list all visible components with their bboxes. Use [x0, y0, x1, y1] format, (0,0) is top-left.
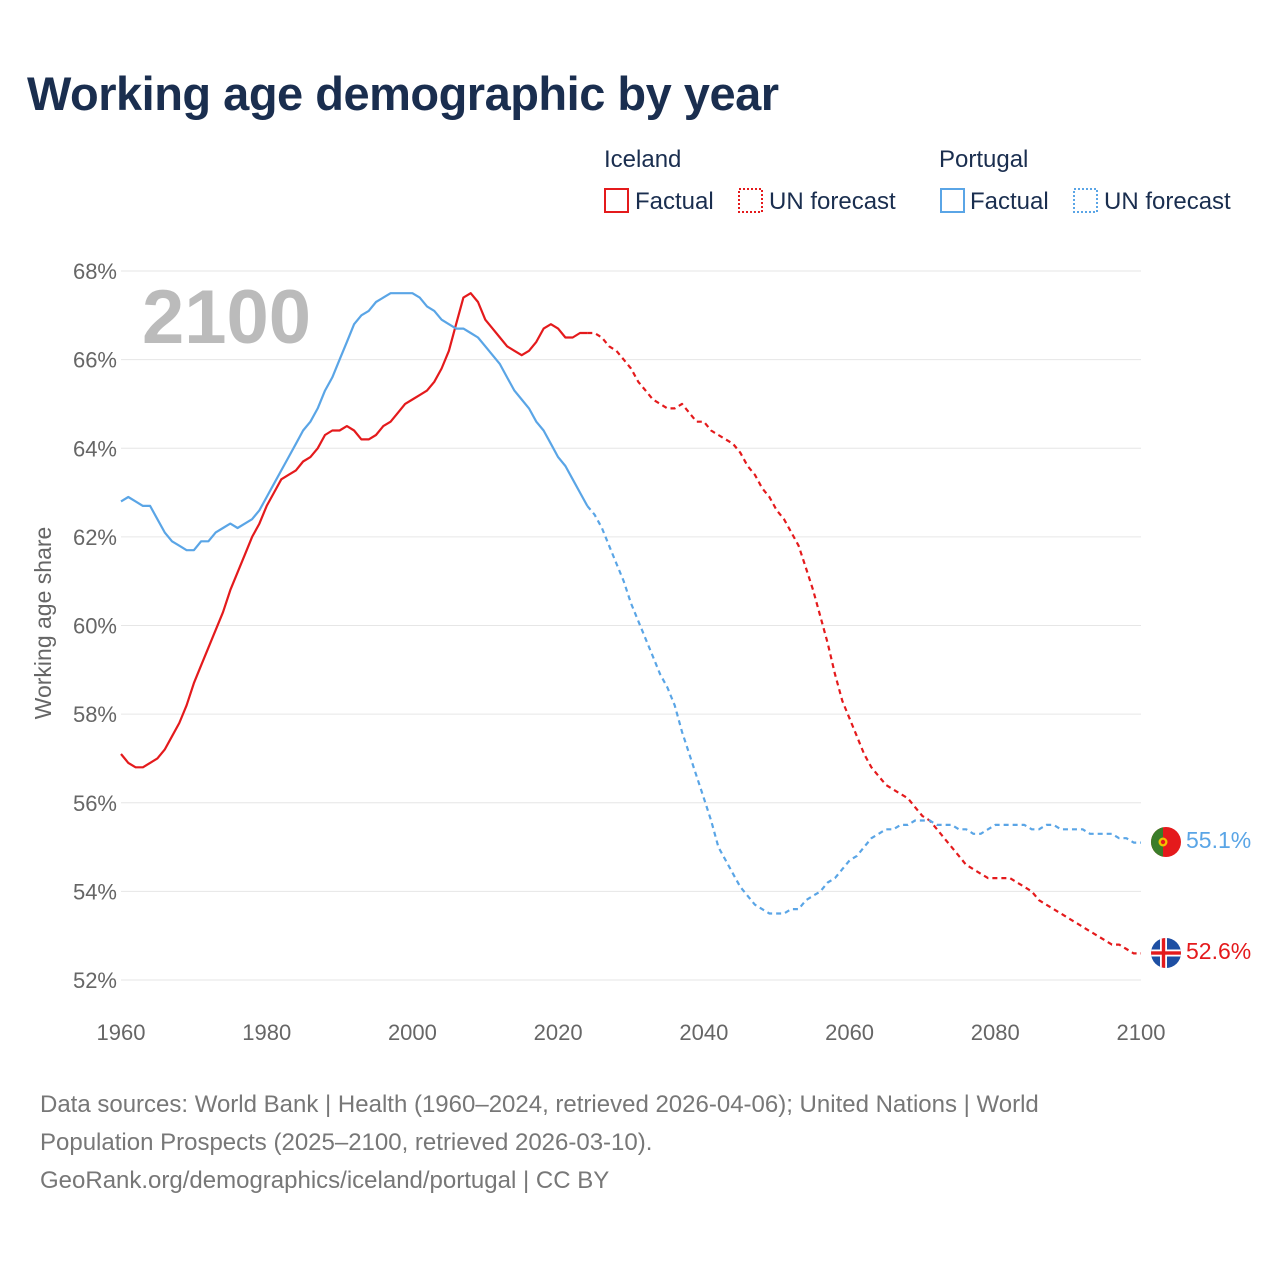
- legend-group-portugal: Portugal: [939, 146, 1028, 173]
- y-tick-label: 56%: [73, 791, 117, 816]
- legend-label-portugal-factual[interactable]: Factual: [970, 188, 1049, 215]
- legend: Iceland Factual UN forecast Portugal Fac…: [604, 146, 1231, 215]
- y-axis-label: Working age share: [30, 527, 56, 720]
- y-tick-label: 60%: [73, 614, 117, 639]
- x-tick-label: 2000: [388, 1020, 437, 1045]
- portugal-factual-line[interactable]: [120, 292, 589, 552]
- y-axis: 52% 54% 56% 58% 60% 62% 64% 66% 68%: [73, 259, 117, 993]
- x-axis: 1960 1980 2000 2020 2040 2060 2080 2100: [97, 1020, 1166, 1045]
- legend-label-iceland-factual[interactable]: Factual: [635, 188, 714, 215]
- y-tick-label: 52%: [73, 968, 117, 993]
- iceland-end-value: 52.6%: [1186, 938, 1251, 964]
- series-lines: [120, 292, 1141, 955]
- legend-label-iceland-forecast[interactable]: UN forecast: [769, 188, 896, 215]
- x-tick-label: 1980: [242, 1020, 291, 1045]
- legend-label-portugal-forecast[interactable]: UN forecast: [1104, 188, 1231, 215]
- source-line-2: Population Prospects (2025–2100, retriev…: [40, 1129, 653, 1156]
- y-tick-label: 68%: [73, 259, 117, 284]
- portugal-flag-icon: [1151, 827, 1181, 857]
- iceland-factual-line[interactable]: [120, 292, 588, 769]
- x-tick-label: 2040: [679, 1020, 728, 1045]
- page-title: Working age demographic by year: [27, 67, 779, 120]
- legend-swatch-iceland-factual[interactable]: [604, 188, 629, 213]
- x-tick-label: 1960: [97, 1020, 146, 1045]
- iceland-flag-icon: [1151, 938, 1181, 968]
- y-tick-label: 66%: [73, 348, 117, 373]
- y-tick-label: 58%: [73, 702, 117, 727]
- grid: [121, 270, 1141, 981]
- legend-group-iceland: Iceland: [604, 146, 681, 173]
- portugal-end-value: 55.1%: [1186, 827, 1251, 853]
- portugal-forecast-line[interactable]: [586, 505, 1141, 915]
- source-line-3[interactable]: GeoRank.org/demographics/iceland/portuga…: [40, 1167, 610, 1194]
- legend-swatch-portugal-factual[interactable]: [940, 188, 965, 213]
- y-tick-label: 64%: [73, 436, 117, 461]
- source-line-1: Data sources: World Bank | Health (1960–…: [40, 1091, 1039, 1118]
- current-year-label: 2100: [142, 275, 311, 360]
- iceland-forecast-line[interactable]: [587, 331, 1141, 955]
- legend-swatch-portugal-forecast[interactable]: [1073, 188, 1098, 213]
- source-note: Data sources: World Bank | Health (1960–…: [40, 1086, 1240, 1200]
- legend-swatch-iceland-forecast[interactable]: [738, 188, 763, 213]
- y-tick-label: 62%: [73, 525, 117, 550]
- y-tick-label: 54%: [73, 879, 117, 904]
- x-tick-label: 2020: [534, 1020, 583, 1045]
- x-tick-label: 2080: [971, 1020, 1020, 1045]
- x-tick-label: 2060: [825, 1020, 874, 1045]
- x-tick-label: 2100: [1117, 1020, 1166, 1045]
